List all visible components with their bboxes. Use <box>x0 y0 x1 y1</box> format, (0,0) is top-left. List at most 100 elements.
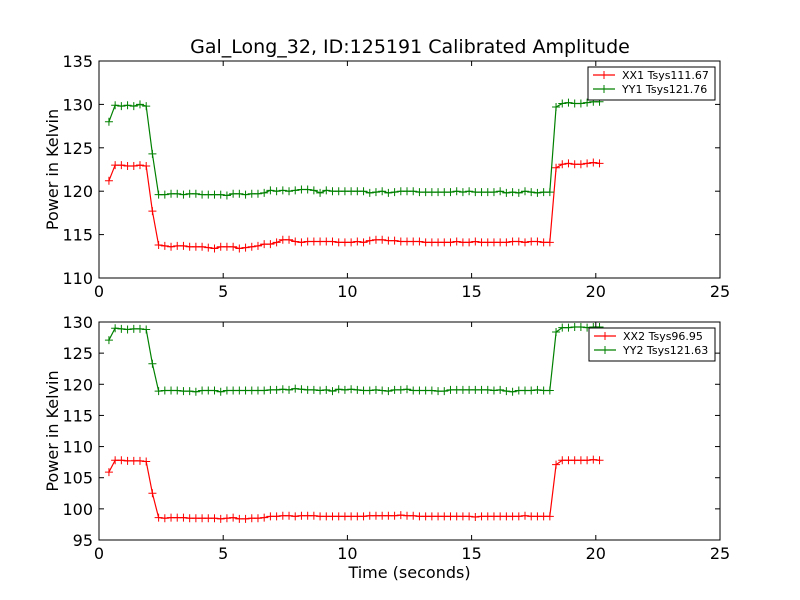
data-point <box>253 241 262 250</box>
data-point <box>489 386 498 395</box>
data-point <box>353 385 362 394</box>
data-point <box>378 386 387 395</box>
data-point <box>309 186 318 195</box>
data-point <box>452 187 461 196</box>
data-point <box>191 189 200 198</box>
y-tick-label: 130 <box>62 313 93 332</box>
data-point <box>104 117 113 126</box>
data-point <box>558 99 567 108</box>
data-point <box>148 359 157 368</box>
plot-frame-1 <box>98 60 721 279</box>
data-point <box>514 188 523 197</box>
y-tick-label: 120 <box>62 182 93 201</box>
x-tick-label: 20 <box>586 544 606 563</box>
data-point <box>285 385 294 394</box>
y-tick-label: 120 <box>62 375 93 394</box>
data-point <box>552 103 561 112</box>
y-axis-label-1: Power in Kelvin <box>43 109 62 230</box>
data-point <box>564 98 573 107</box>
data-point <box>111 101 120 110</box>
data-point <box>527 188 536 197</box>
data-point <box>104 176 113 185</box>
data-point <box>545 386 554 395</box>
legend-label: XX1 Tsys111.67 <box>622 69 709 82</box>
data-point <box>347 238 356 247</box>
data-point <box>148 149 157 158</box>
data-point <box>545 188 554 197</box>
data-point <box>210 386 219 395</box>
data-point <box>552 327 561 336</box>
data-point <box>260 386 269 395</box>
data-point <box>260 513 269 522</box>
data-point <box>359 187 368 196</box>
x-tick-label: 5 <box>218 544 228 563</box>
data-point <box>291 186 300 195</box>
data-point <box>371 188 380 197</box>
data-point <box>353 237 362 246</box>
data-point <box>440 387 449 396</box>
data-point <box>583 159 592 168</box>
data-point <box>253 189 262 198</box>
data-point <box>583 456 592 465</box>
x-axis-label: Time (seconds) <box>347 563 470 582</box>
legend-marker <box>600 71 608 79</box>
data-point <box>589 158 598 167</box>
data-point <box>384 387 393 396</box>
data-point <box>378 187 387 196</box>
x-tick-label: 10 <box>337 282 357 301</box>
data-point <box>334 385 343 394</box>
data-point <box>595 159 604 168</box>
data-point <box>297 385 306 394</box>
data-point <box>179 190 188 199</box>
data-point <box>160 514 169 523</box>
data-point <box>111 324 120 333</box>
legend-marker <box>600 85 608 93</box>
data-point <box>521 238 530 247</box>
data-point <box>154 387 163 396</box>
data-point <box>235 189 244 198</box>
data-point <box>371 385 380 394</box>
data-point <box>409 187 418 196</box>
data-point <box>191 387 200 396</box>
data-point <box>446 238 455 247</box>
x-tick-label: 0 <box>94 282 104 301</box>
data-point <box>427 386 436 395</box>
y-tick-label: 115 <box>62 406 93 425</box>
data-point <box>272 187 281 196</box>
data-point <box>135 100 144 109</box>
data-point <box>198 242 207 251</box>
data-point <box>222 514 231 523</box>
data-point <box>142 457 151 466</box>
data-point <box>552 460 561 469</box>
data-point <box>253 514 262 523</box>
data-point <box>272 512 281 521</box>
y-tick-label: 105 <box>62 469 93 488</box>
data-point <box>452 237 461 246</box>
data-point <box>359 238 368 247</box>
data-point <box>210 244 219 253</box>
data-point <box>322 385 331 394</box>
data-point <box>216 387 225 396</box>
x-tick-label: 25 <box>710 544 730 563</box>
data-point <box>241 514 250 523</box>
data-point <box>309 385 318 394</box>
x-tick-label: 0 <box>94 544 104 563</box>
data-point <box>446 188 455 197</box>
data-point <box>123 101 132 110</box>
data-point <box>117 324 126 333</box>
data-point <box>390 188 399 197</box>
legend-label: XX2 Tsys96.95 <box>623 330 703 343</box>
y-tick-label: 115 <box>62 226 93 245</box>
y-tick-label: 125 <box>62 139 93 158</box>
y-tick-label: 110 <box>62 438 93 457</box>
y-axis-label-2: Power in Kelvin <box>43 370 62 491</box>
data-point <box>576 160 585 169</box>
legend-marker <box>601 346 609 354</box>
data-point <box>285 235 294 244</box>
data-point <box>148 489 157 498</box>
data-point <box>173 386 182 395</box>
x-tick-label: 15 <box>461 282 481 301</box>
